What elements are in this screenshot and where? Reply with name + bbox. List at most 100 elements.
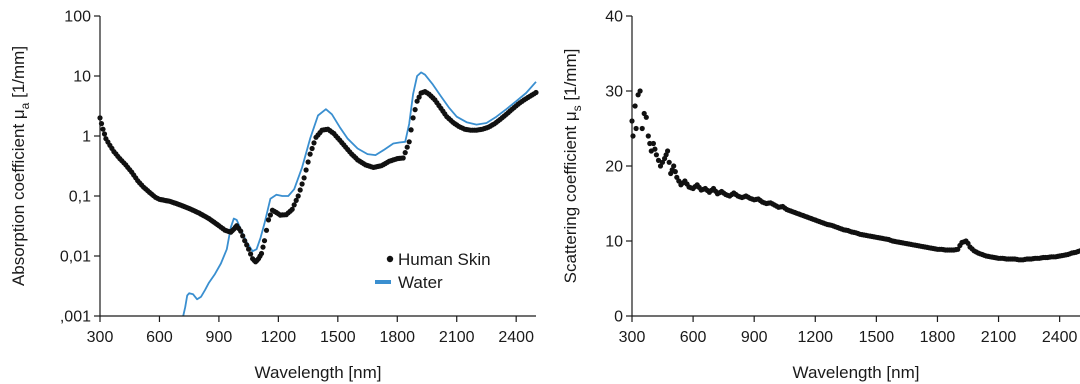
absorption-data-point	[240, 233, 246, 239]
scattering-data-point	[632, 103, 638, 109]
absorption-data-point	[408, 127, 414, 133]
scattering-data-point	[1077, 248, 1080, 254]
absorption-data-point	[101, 131, 108, 137]
scattering-data-point	[653, 152, 660, 158]
absorption-x-tick-label: 1200	[261, 329, 297, 346]
absorption-y-tick-label: 10	[73, 69, 91, 86]
absorption-data-point	[414, 98, 420, 104]
absorption-data-point	[258, 250, 265, 257]
scattering-data-point	[672, 169, 678, 175]
absorption-data-point	[533, 89, 539, 96]
absorption-x-tick-label: 600	[146, 329, 173, 346]
scattering-plot-area	[629, 88, 1080, 263]
scattering-x-tick-label: 600	[680, 329, 707, 346]
absorption-data-point	[303, 167, 309, 173]
scattering-data-point	[641, 110, 647, 117]
absorption-x-axis-title: Wavelength [nm]	[255, 363, 382, 382]
scattering-x-tick-label: 1800	[920, 329, 956, 346]
scattering-data-point	[637, 88, 643, 94]
scattering-x-tick-label: 900	[741, 329, 768, 346]
scattering-x-tick-label: 300	[619, 329, 646, 346]
scattering-data-point	[666, 159, 672, 165]
absorption-y-tick-label: ,001	[60, 309, 91, 326]
absorption-x-tick-label: 300	[87, 329, 114, 346]
absorption-data-point	[289, 206, 295, 212]
absorption-data-point	[297, 187, 303, 193]
absorption-data-point	[261, 238, 268, 244]
scattering-y-axis-title: Scattering coefficient μs [1/mm]	[561, 49, 584, 284]
scattering-data-point	[955, 246, 961, 252]
absorption-data-point	[267, 212, 273, 218]
absorption-y-tick-label: 100	[64, 9, 91, 26]
scattering-data-point	[676, 178, 682, 184]
absorption-y-axis-title: Absorption coefficient μa [1/mm]	[9, 46, 32, 286]
scattering-data-point	[647, 140, 653, 147]
scattering-y-tick-label: 30	[605, 84, 623, 101]
absorption-plot-area	[97, 71, 539, 317]
absorption-data-point	[416, 94, 422, 100]
absorption-data-point	[100, 126, 106, 132]
scattering-data-point	[639, 125, 645, 132]
absorption-data-point	[293, 197, 299, 203]
scattering-y-tick-label: 10	[605, 234, 623, 251]
scattering-x-axis-title: Wavelength [nm]	[793, 363, 920, 382]
absorption-chart: Absorption coefficient μa [1/mm] Wavelen…	[9, 9, 539, 382]
absorption-data-point	[307, 151, 313, 157]
absorption-data-point	[406, 139, 412, 145]
scattering-y-tick-label: 20	[605, 159, 623, 176]
absorption-data-point	[246, 246, 252, 252]
absorption-data-point	[309, 145, 315, 152]
legend-water-label: Water	[398, 273, 443, 292]
absorption-data-point	[301, 175, 307, 181]
scattering-data-point	[643, 114, 649, 120]
absorption-y-axis-subscript: a	[18, 102, 32, 109]
scattering-y-tick-label: 0	[614, 309, 623, 326]
absorption-data-point	[295, 193, 301, 199]
absorption-data-point	[400, 155, 406, 161]
absorption-x-tick-label: 1500	[320, 329, 356, 346]
scattering-data-point	[630, 133, 636, 139]
absorption-data-point	[248, 251, 254, 257]
absorption-axis-ticks: 300 600 900 1200 1500 1800 2100 2400 ,001 0,01 0,1…	[60, 9, 534, 347]
absorption-data-point	[291, 202, 297, 208]
absorption-data-point	[402, 150, 408, 156]
absorption-data-point	[410, 115, 416, 121]
absorption-legend: Human Skin Water	[375, 250, 491, 292]
absorption-y-tick-label: 0,01	[60, 249, 91, 266]
scattering-data-point	[665, 148, 671, 154]
absorption-data-point	[238, 228, 244, 234]
scattering-data-point	[633, 125, 639, 132]
scattering-x-tick-label: 1500	[859, 329, 895, 346]
scattering-axis-ticks: 300 600 900 1200 1500 1800 2100 2400 0 10 20 30 40	[605, 9, 1077, 347]
absorption-data-point	[242, 238, 248, 244]
absorption-data-point	[404, 144, 410, 150]
scattering-data-point	[645, 133, 651, 139]
absorption-y-tick-label: 1	[82, 129, 91, 146]
absorption-data-point	[244, 242, 250, 248]
absorption-data-point	[412, 107, 418, 113]
absorption-data-point	[263, 227, 270, 233]
absorption-x-tick-label: 2100	[439, 329, 475, 346]
absorption-x-tick-label: 900	[206, 329, 233, 346]
absorption-data-point	[265, 217, 272, 223]
scattering-x-tick-label: 2400	[1042, 329, 1078, 346]
absorption-y-tick-label: 0,1	[69, 189, 91, 206]
scattering-x-tick-label: 1200	[797, 329, 833, 346]
absorption-x-tick-label: 1800	[379, 329, 415, 346]
scattering-data-point	[650, 140, 657, 147]
scattering-data-point	[659, 159, 666, 165]
legend-human-skin-label: Human Skin	[398, 250, 491, 269]
absorption-data-point	[260, 244, 266, 250]
absorption-data-point	[299, 181, 305, 187]
scattering-y-tick-label: 40	[605, 9, 623, 26]
absorption-data-point	[311, 140, 317, 146]
legend-human-skin-marker	[386, 255, 394, 263]
scattering-chart: Scattering coefficient μs [1/mm] Wavelen…	[561, 9, 1080, 382]
scattering-data-point	[655, 157, 662, 163]
absorption-x-tick-label: 2400	[498, 329, 534, 346]
scattering-x-tick-label: 2100	[981, 329, 1017, 346]
scattering-data-point	[652, 146, 658, 152]
absorption-data-point	[305, 159, 311, 165]
absorption-water-line	[182, 71, 537, 317]
